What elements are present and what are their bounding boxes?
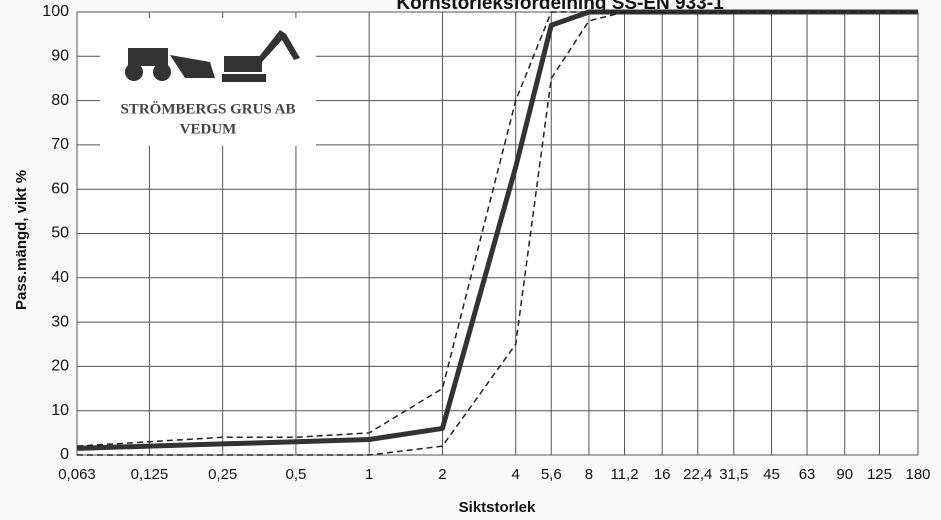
x-tick-label: 180 xyxy=(905,466,930,483)
x-tick-label: 63 xyxy=(799,466,816,483)
y-tick-label: 100 xyxy=(42,3,69,20)
x-tick-label: 16 xyxy=(654,466,671,483)
y-tick-label: 0 xyxy=(60,446,69,463)
y-tick-label: 30 xyxy=(51,313,69,330)
y-axis-label: Pass.mängd, vikt % xyxy=(13,170,30,310)
x-tick-label: 125 xyxy=(867,466,892,483)
x-axis-label: Siktstorlek xyxy=(459,499,536,516)
y-tick-label: 60 xyxy=(51,180,69,197)
logo-machines xyxy=(125,30,300,82)
x-tick-label: 5,6 xyxy=(541,466,562,483)
x-tick-label: 0,063 xyxy=(58,466,96,483)
y-tick-label: 70 xyxy=(51,136,69,153)
y-tick-label: 50 xyxy=(51,225,69,242)
logo-text: STRÖMBERGS GRUS AB xyxy=(120,100,295,117)
y-tick-label: 40 xyxy=(51,269,69,286)
track xyxy=(222,74,266,82)
wheel xyxy=(153,63,171,81)
x-tick-label: 45 xyxy=(763,466,780,483)
wheel xyxy=(125,63,143,81)
y-tick-label: 10 xyxy=(51,402,69,419)
logo: STRÖMBERGS GRUS AB VEDUM xyxy=(100,18,316,146)
y-tick-label: 20 xyxy=(51,358,69,375)
data-line xyxy=(77,11,918,456)
x-tick-label: 8 xyxy=(585,466,593,483)
x-tick-label: 0,125 xyxy=(131,466,169,483)
x-tick-label: 22,4 xyxy=(683,466,712,483)
excavator-body xyxy=(224,56,262,72)
bucket xyxy=(170,55,215,78)
logo-text: VEDUM xyxy=(180,121,237,137)
x-tick-label: 0,5 xyxy=(285,466,306,483)
x-tick-label: 11,2 xyxy=(610,466,638,483)
x-tick-label: 0,25 xyxy=(208,466,237,483)
x-tick-label: 31,5 xyxy=(719,466,748,483)
x-tick-label: 90 xyxy=(836,466,853,483)
y-tick-label: 80 xyxy=(51,92,69,109)
x-tick-label: 1 xyxy=(365,466,373,483)
x-tick-label: 4 xyxy=(512,466,520,483)
loader-body xyxy=(128,48,168,66)
y-tick-label: 90 xyxy=(51,48,69,65)
x-tick-label: 2 xyxy=(438,466,446,483)
arm xyxy=(258,30,300,62)
